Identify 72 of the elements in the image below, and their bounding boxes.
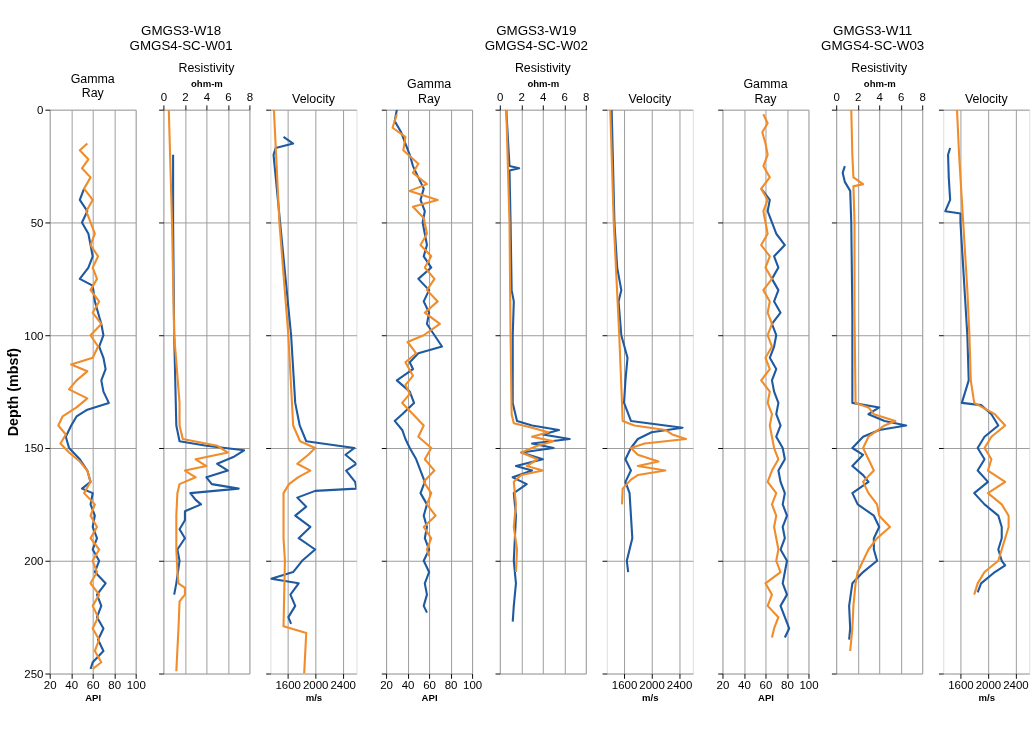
x-tick-label: 6 xyxy=(898,90,905,103)
y-tick-label: 100 xyxy=(24,329,44,342)
text: GMGS4-SC-W02 xyxy=(484,37,588,53)
x-tick-label: 4 xyxy=(203,90,211,103)
x-axis-title: API xyxy=(421,691,438,703)
x-tick-label: 100 xyxy=(799,679,819,692)
x-tick-label: 2 xyxy=(518,90,525,103)
x-tick-label: 2 xyxy=(182,90,189,103)
y-tick-label: 200 xyxy=(24,555,44,568)
x-tick-label: 40 xyxy=(65,679,79,692)
x-tick-label: 0 xyxy=(497,90,504,103)
chart-title: Gamma Ray xyxy=(407,77,452,106)
chart-title: Resistivity xyxy=(178,61,236,76)
chart-title: Velocity xyxy=(292,91,336,106)
chart-title: Gamma Ray xyxy=(70,71,115,101)
x-tick-label: 0 xyxy=(160,90,168,103)
x-tick-label: 20 xyxy=(380,679,393,692)
x-tick-label: 2 xyxy=(855,90,862,103)
x-tick-label: 100 xyxy=(126,679,146,692)
chart-title: Gamma Ray xyxy=(743,77,788,106)
x-tick-label: 2400 xyxy=(330,679,356,692)
x-tick-label: 0 xyxy=(833,90,840,103)
y-tick-label: 0 xyxy=(37,104,44,116)
y-tick-label: 150 xyxy=(24,442,44,455)
x-tick-label: 40 xyxy=(401,679,415,692)
chart-title: Velocity xyxy=(964,91,1009,106)
chart-title: Resistivity xyxy=(514,61,572,76)
y-axis-title: Depth (mbsf) xyxy=(4,347,21,437)
x-tick-label: 100 xyxy=(463,679,483,692)
x-tick-label: 1600 xyxy=(611,679,638,692)
x-tick-label: 8 xyxy=(919,90,926,103)
x-axis-title: ohm-m xyxy=(190,78,223,90)
text: GMGS4-SC-W03 xyxy=(821,37,925,53)
line-series xyxy=(64,187,110,671)
x-tick-label: 1600 xyxy=(275,679,301,692)
x-tick-label: 20 xyxy=(43,679,57,692)
x-tick-label: 2400 xyxy=(666,679,693,692)
x-tick-label: 60 xyxy=(759,679,773,692)
x-axis-title: API xyxy=(85,691,102,703)
x-axis-title: API xyxy=(758,691,775,703)
x-tick-label: 2000 xyxy=(975,679,1002,692)
x-tick-label: 2000 xyxy=(639,679,665,692)
x-axis-title: m/s xyxy=(642,691,659,703)
x-tick-label: 6 xyxy=(225,90,232,103)
y-tick-label: 250 xyxy=(24,667,44,680)
x-tick-label: 1600 xyxy=(948,679,974,692)
chart-title: Resistivity xyxy=(851,61,908,76)
x-tick-label: 4 xyxy=(876,90,884,103)
x-tick-label: 20 xyxy=(716,679,730,692)
x-tick-label: 80 xyxy=(444,679,458,692)
x-tick-label: 4 xyxy=(540,90,548,103)
x-axis-title: ohm-m xyxy=(527,78,560,90)
x-tick-label: 40 xyxy=(738,679,751,692)
x-tick-label: 80 xyxy=(781,679,794,692)
chart-title: Velocity xyxy=(628,91,673,106)
line-series xyxy=(57,142,103,671)
text: GMGS3-W18 xyxy=(141,22,222,38)
x-axis-title: ohm-m xyxy=(863,78,896,90)
x-tick-label: 2400 xyxy=(1003,679,1029,692)
x-tick-label: 8 xyxy=(246,90,254,103)
x-axis-title: m/s xyxy=(978,691,995,703)
x-tick-label: 6 xyxy=(561,90,568,103)
x-tick-label: 80 xyxy=(108,679,122,692)
x-tick-label: 60 xyxy=(86,679,100,692)
y-tick-label: 50 xyxy=(30,216,44,229)
x-tick-label: 2000 xyxy=(302,679,329,692)
x-tick-label: 8 xyxy=(583,90,590,103)
x-axis-title: m/s xyxy=(305,691,323,703)
text: GMGS3-W11 xyxy=(833,22,913,38)
text: GMGS3-W19 xyxy=(496,22,577,38)
x-tick-label: 60 xyxy=(423,679,436,692)
text: GMGS4-SC-W01 xyxy=(129,37,233,53)
